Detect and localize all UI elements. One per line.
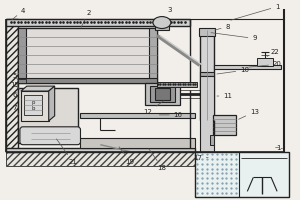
Bar (18, 79, 26, 83)
Text: 11: 11 (217, 93, 232, 99)
Ellipse shape (153, 17, 171, 28)
Text: 13: 13 (238, 109, 259, 119)
Bar (149, 28, 157, 83)
Bar (6, 19, 18, 152)
Text: 4: 4 (12, 8, 25, 20)
Text: 19: 19 (119, 147, 135, 165)
Bar (150, 86, 175, 102)
Bar (18, 88, 77, 143)
Polygon shape (21, 86, 55, 91)
Bar (195, 152, 289, 166)
Text: 12: 12 (144, 101, 164, 115)
Bar (213, 115, 236, 135)
Text: 9: 9 (211, 33, 256, 41)
Bar (155, 23, 169, 30)
Text: 22: 22 (267, 49, 280, 56)
Bar (18, 28, 26, 83)
Text: 15: 15 (11, 82, 20, 89)
Bar (24, 95, 42, 115)
Bar (18, 78, 157, 83)
Bar (80, 138, 195, 148)
Bar (80, 113, 195, 118)
Bar (157, 82, 197, 87)
Text: b: b (31, 106, 34, 111)
Bar (257, 58, 273, 66)
Text: 1: 1 (231, 4, 279, 20)
Text: 6: 6 (13, 92, 22, 99)
Text: 17: 17 (193, 155, 208, 161)
Bar (6, 19, 190, 26)
Text: 2: 2 (81, 10, 91, 27)
Text: 10: 10 (217, 67, 249, 74)
Text: 20: 20 (249, 61, 281, 67)
Text: 5: 5 (13, 73, 18, 80)
Bar (214, 65, 281, 69)
Bar (18, 28, 157, 83)
Bar (200, 30, 214, 120)
Bar (155, 88, 170, 100)
Bar (200, 72, 214, 76)
Text: 3: 3 (163, 7, 172, 18)
Bar (6, 152, 195, 166)
Text: 21: 21 (56, 139, 77, 165)
FancyBboxPatch shape (20, 127, 80, 145)
Bar (199, 28, 214, 36)
Text: 8: 8 (215, 24, 230, 30)
Polygon shape (49, 86, 55, 121)
Bar (21, 91, 49, 121)
Text: p: p (31, 100, 34, 105)
Bar (200, 76, 214, 152)
Text: 16: 16 (159, 112, 182, 118)
Bar (6, 148, 195, 152)
Text: 1-: 1- (275, 145, 284, 151)
Text: 18: 18 (149, 149, 167, 171)
Text: 7: 7 (13, 105, 19, 115)
Bar (210, 135, 214, 145)
Bar (145, 83, 180, 105)
Bar (195, 152, 289, 197)
